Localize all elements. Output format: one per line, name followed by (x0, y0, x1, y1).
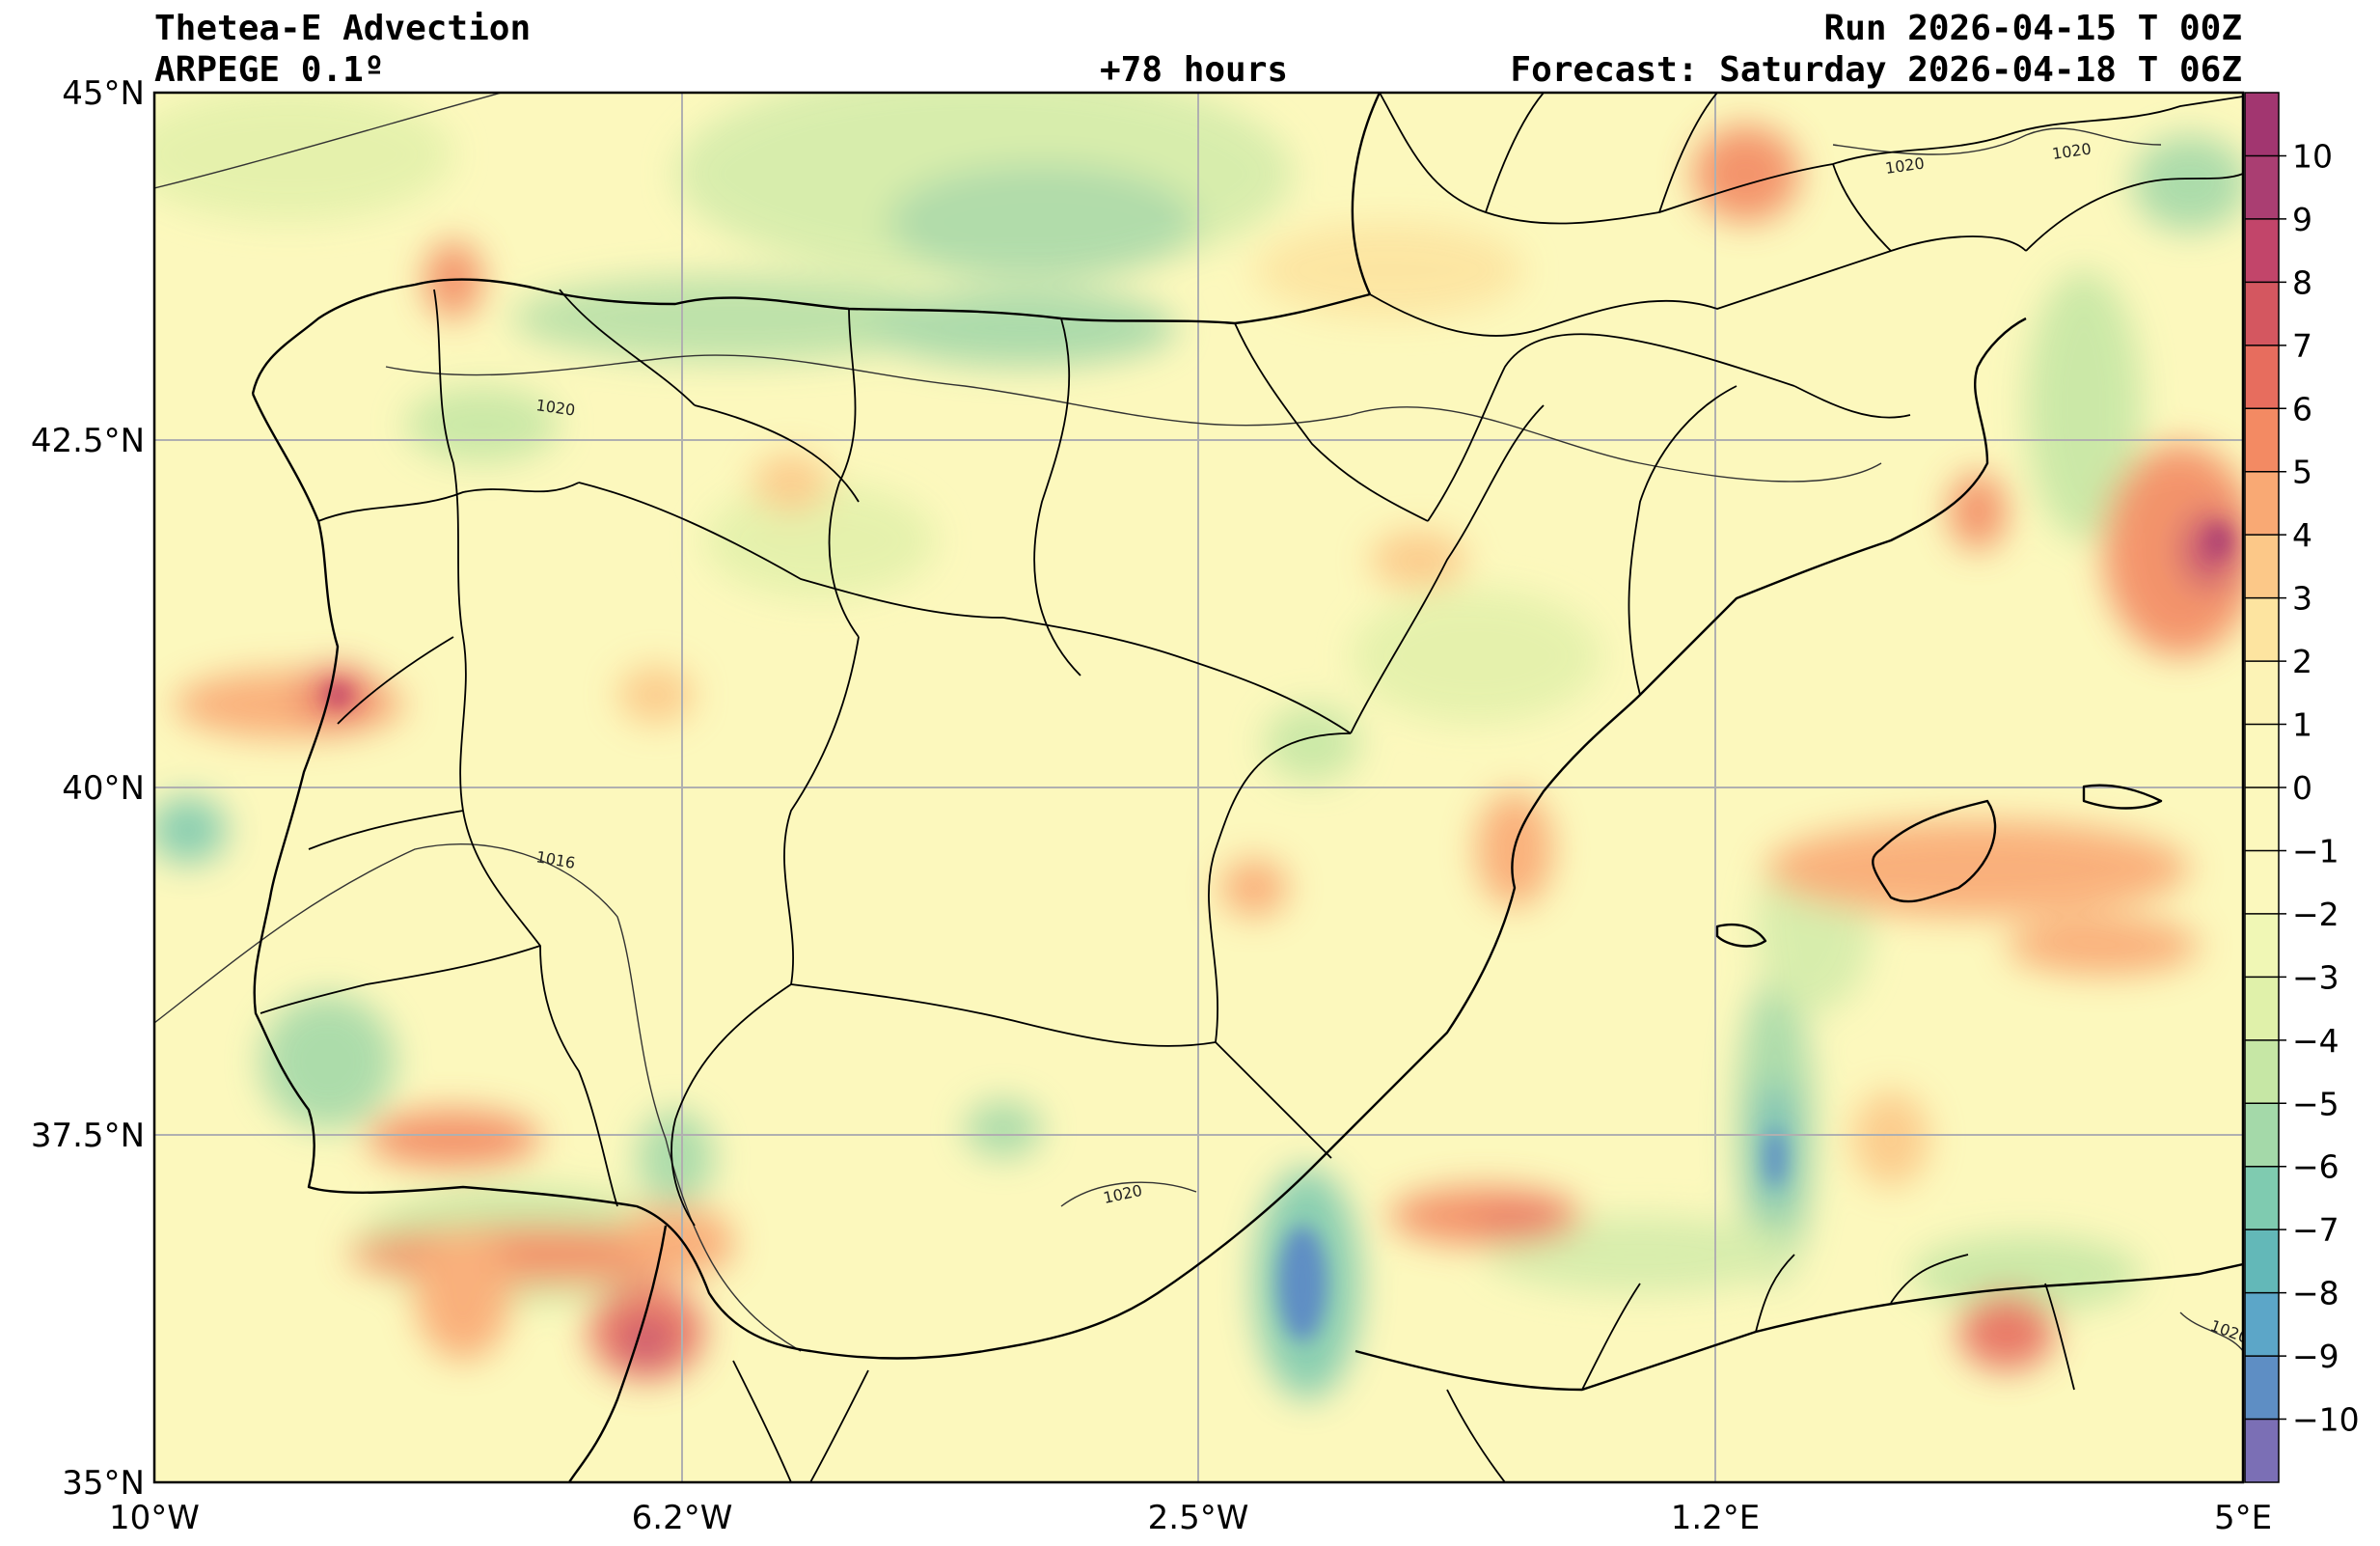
colorbar-label: 6 (2292, 390, 2312, 428)
map-title: Thetea-E Advection (154, 9, 532, 48)
x-tick-label: 1.2°E (1671, 1499, 1761, 1537)
y-tick-label: 40°N (62, 769, 145, 808)
x-tick-label: 5°E (2214, 1499, 2272, 1537)
colorbar-label: 5 (2292, 454, 2312, 491)
colorbar-label: 10 (2292, 137, 2333, 175)
colorbar-label: −5 (2292, 1085, 2339, 1122)
colorbar-label: 4 (2292, 516, 2312, 554)
colorbar-band (2245, 850, 2279, 914)
isobars (154, 93, 2243, 1352)
field-cores (323, 523, 2230, 1341)
colorbar-band (2245, 1103, 2279, 1167)
y-tick-label: 45°N (62, 74, 145, 113)
x-tick-label: 6.2°W (632, 1499, 733, 1537)
colorbar-band (2245, 535, 2279, 598)
colorbar-bands (2245, 93, 2279, 1482)
colorbar-band (2245, 218, 2279, 283)
colorbar-band (2245, 1356, 2279, 1420)
colorbar-band (2245, 471, 2279, 536)
colorbar-label: −6 (2292, 1148, 2339, 1186)
colorbar-label: 3 (2292, 580, 2312, 618)
colorbar-band (2245, 977, 2279, 1040)
colorbar-band (2245, 345, 2279, 409)
advection-field: 1020 1016 1020 1020 1020 1020 (154, 93, 2243, 1482)
model-name: ARPEGE 0.1º (154, 50, 385, 90)
x-axis-labels: 10°W 6.2°W 2.5°W 1.2°E 5°E (109, 1499, 2272, 1537)
colorbar-band (2245, 597, 2279, 662)
colorbar-band (2245, 1419, 2279, 1482)
colorbar-label: −4 (2292, 1022, 2339, 1060)
colorbar-label: −9 (2292, 1338, 2339, 1375)
colorbar-label: −3 (2292, 958, 2339, 996)
colorbar-band (2245, 155, 2279, 219)
graticule (154, 93, 2243, 1482)
forecast-valid-time: Forecast: Saturday 2026-04-18 T 06Z (1510, 50, 2242, 90)
colorbar-label: 2 (2292, 643, 2312, 680)
colorbar-band (2245, 913, 2279, 978)
x-tick-label: 10°W (109, 1499, 200, 1537)
forecast-lead-time: +78 hours (1100, 50, 1289, 90)
colorbar-label: −1 (2292, 832, 2339, 870)
colorbar-label: −8 (2292, 1275, 2339, 1312)
y-tick-label: 42.5°N (31, 422, 145, 460)
colorbar-label: 7 (2292, 327, 2312, 365)
colorbar-band (2245, 282, 2279, 345)
colorbar-label: 8 (2292, 263, 2312, 301)
x-tick-label: 2.5°W (1148, 1499, 1249, 1537)
colorbar-band (2245, 1039, 2279, 1104)
colorbar-label: −2 (2292, 896, 2339, 933)
colorbar-label: −10 (2292, 1401, 2360, 1439)
y-tick-label: 37.5°N (31, 1117, 145, 1155)
colorbar-band (2245, 93, 2279, 156)
colorbar-band (2245, 1166, 2279, 1230)
colorbar-band (2245, 661, 2279, 725)
regional-borders (260, 93, 2243, 1482)
y-axis-labels: 45°N 42.5°N 40°N 37.5°N 35°N (31, 74, 145, 1503)
colorbar-label: 0 (2292, 769, 2312, 807)
colorbar-band (2245, 408, 2279, 472)
colorbar-band (2245, 1229, 2279, 1293)
map-frame (152, 91, 2245, 1484)
colorbar-label: 1 (2292, 706, 2312, 744)
colorbar-band (2245, 1292, 2279, 1357)
colorbar-label: 9 (2292, 201, 2312, 238)
colorbar-label: −7 (2292, 1211, 2339, 1249)
y-tick-label: 35°N (62, 1464, 145, 1503)
field-blobs (154, 93, 2243, 1399)
run-time: Run 2026-04-15 T 00Z (1823, 9, 2242, 48)
